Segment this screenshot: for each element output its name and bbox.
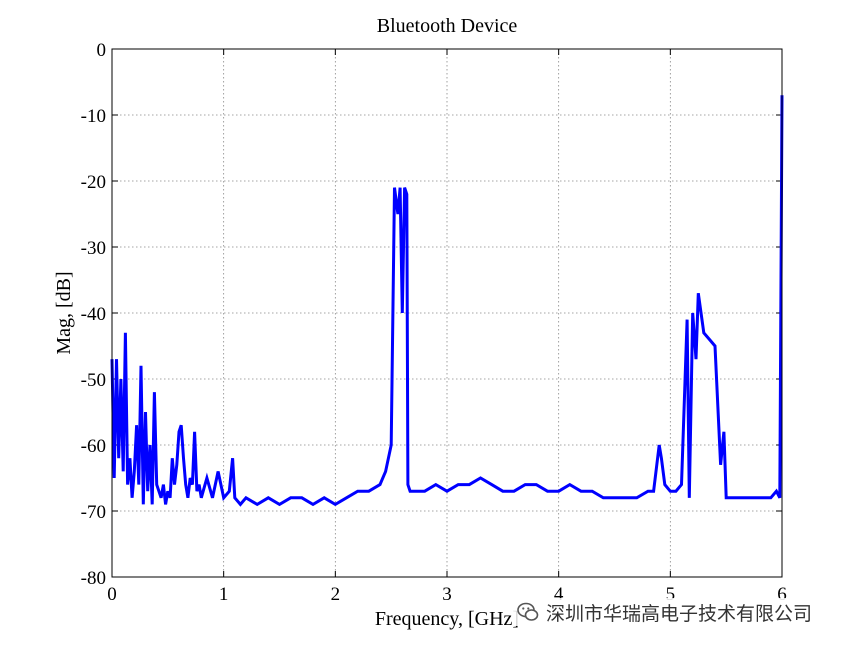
wechat-icon xyxy=(517,602,539,621)
y-tick-labels: 0 -10 -20 -30 -40 -50 -60 -70 -80 xyxy=(81,40,106,589)
x-tick-label: 4 xyxy=(554,584,564,605)
y-axis-label: Mag, [dB] xyxy=(53,271,75,354)
x-tick-label: 6 xyxy=(777,584,787,605)
y-tick-label: -30 xyxy=(81,238,106,259)
y-tick-label: -70 xyxy=(81,502,106,523)
y-tick-label: -60 xyxy=(81,436,106,457)
y-tick-label: -20 xyxy=(81,172,106,193)
y-tick-label: -40 xyxy=(81,304,106,325)
x-tick-label: 3 xyxy=(442,584,452,605)
y-tick-label: 0 xyxy=(97,40,107,61)
y-tick-label: -10 xyxy=(81,106,106,127)
y-tick-label: -80 xyxy=(81,568,106,589)
plot-frame xyxy=(111,48,783,578)
grid-lines xyxy=(112,49,782,577)
watermark: 深圳市华瑞高电子技术有限公司 xyxy=(512,598,817,626)
chart-title: Bluetooth Device xyxy=(377,15,518,37)
x-tick-label: 0 xyxy=(107,584,117,605)
series-layer xyxy=(110,95,784,507)
series-line xyxy=(110,95,784,507)
x-tick-label: 2 xyxy=(331,584,341,605)
watermark-text: 深圳市华瑞高电子技术有限公司 xyxy=(546,602,813,625)
y-tick-label: -50 xyxy=(81,370,106,391)
x-tick-label: 5 xyxy=(666,584,676,605)
x-tick-label: 1 xyxy=(219,584,229,605)
x-tick-labels: 0 1 2 3 4 5 6 xyxy=(107,584,787,605)
x-axis-label: Frequency, [GHz] xyxy=(375,608,519,630)
